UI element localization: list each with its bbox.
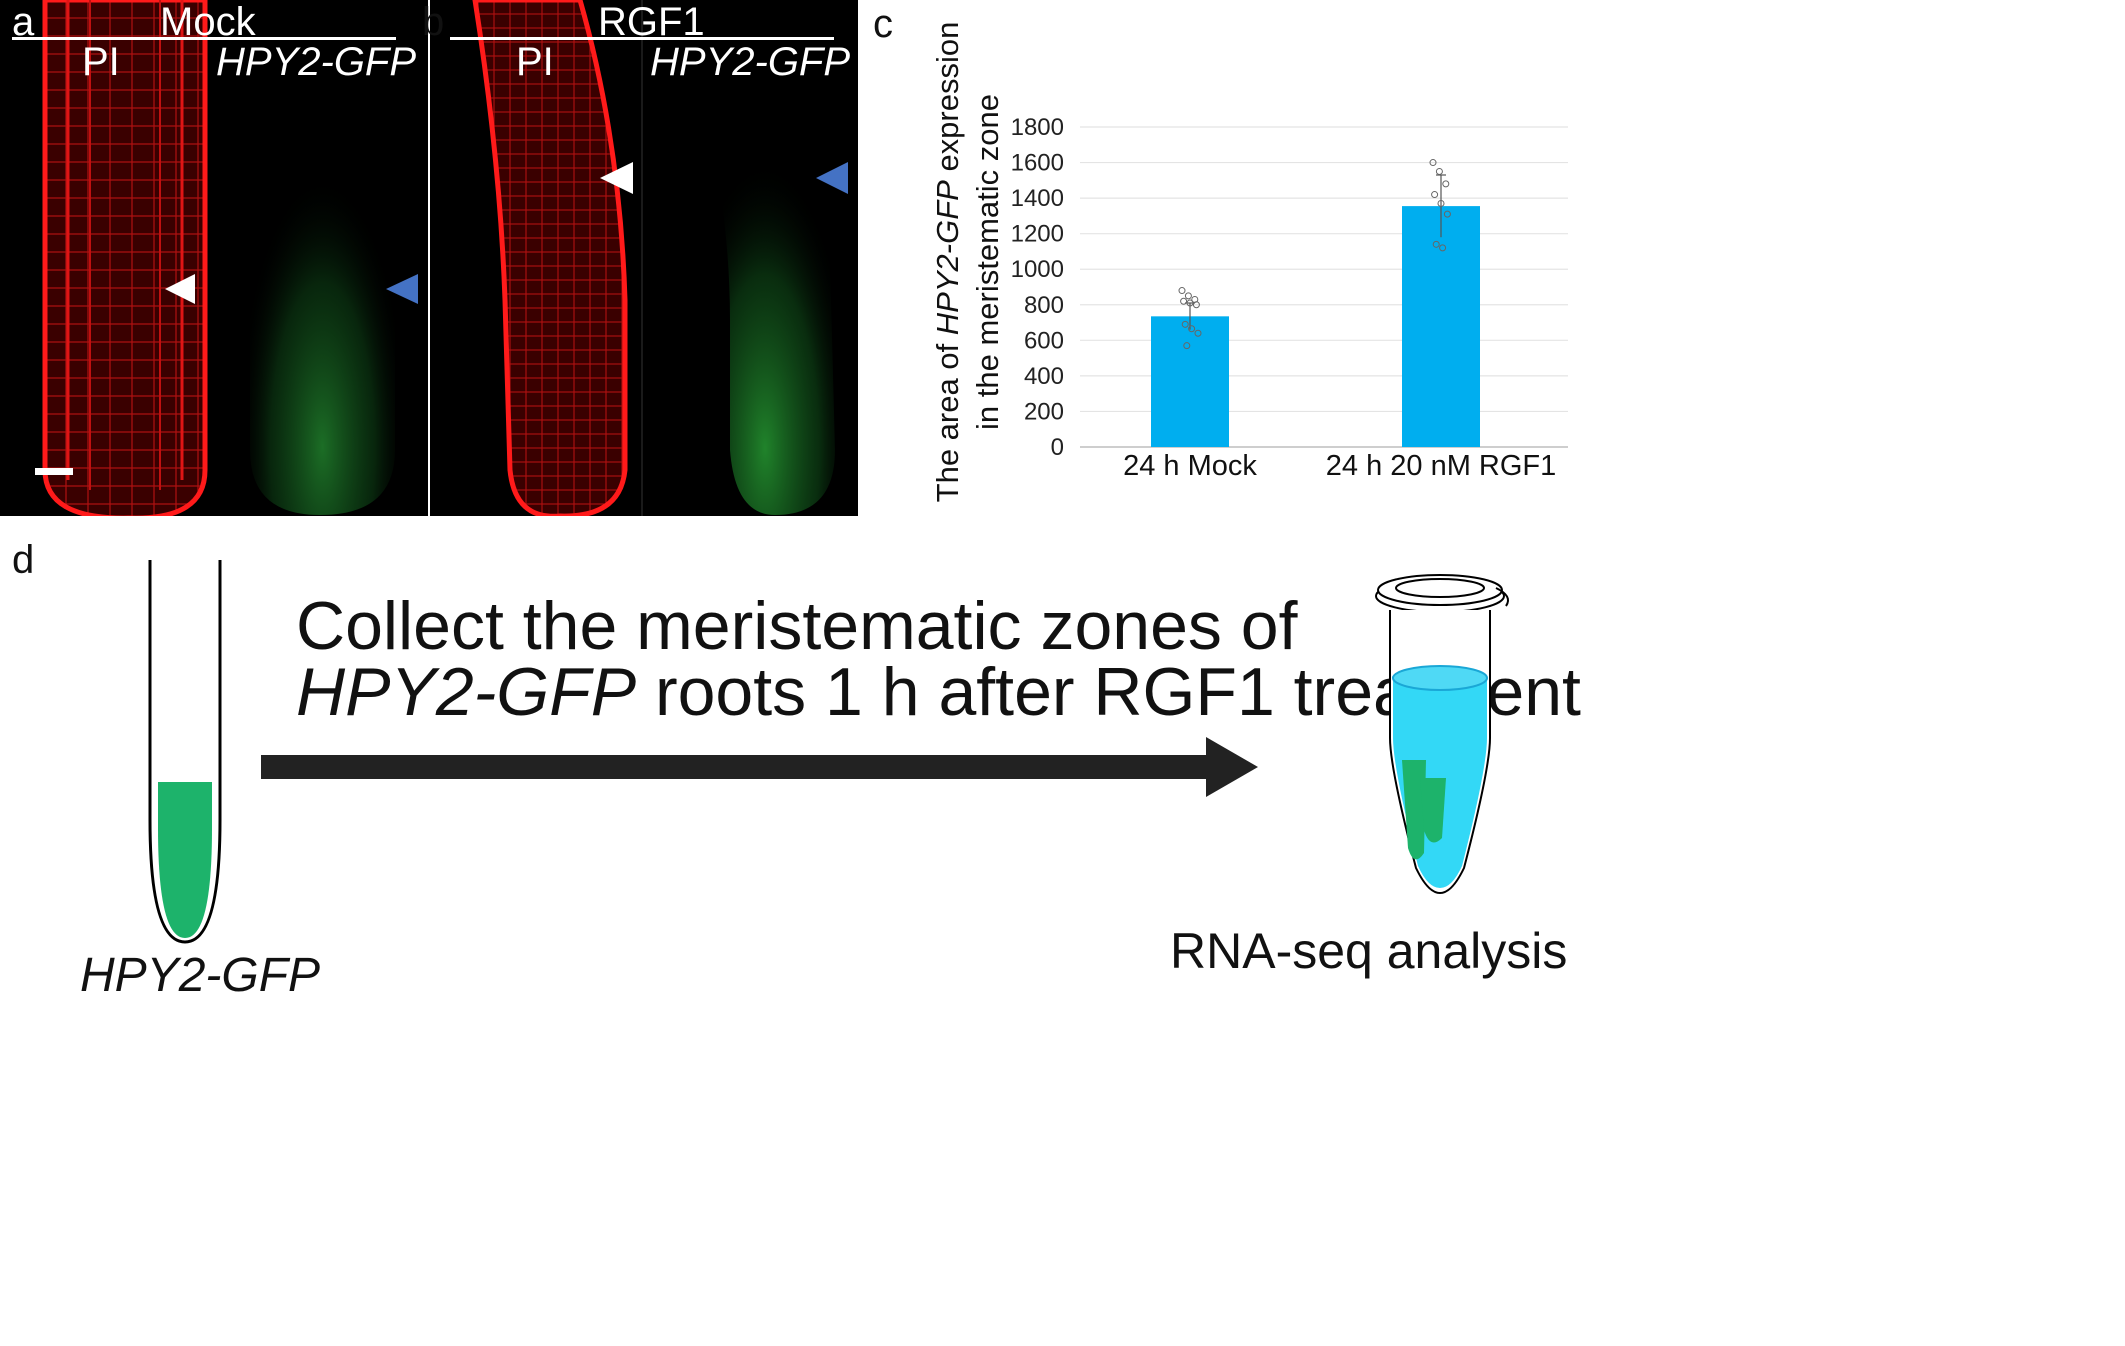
data-point [1180, 297, 1188, 305]
panel-d-letter: d [12, 538, 35, 582]
data-point [1186, 299, 1194, 307]
y-tick-label: 1000 [1011, 256, 1064, 283]
y-tick-label: 600 [1024, 327, 1064, 354]
data-point [1443, 210, 1451, 218]
data-point [1442, 180, 1450, 188]
data-point [1429, 159, 1437, 167]
y-axis-label: The area of HPY2-GFP expression in the me… [930, 22, 1005, 503]
y-tick-label: 0 [1051, 434, 1064, 461]
y-tick-label: 1400 [1011, 185, 1064, 212]
data-point [1435, 167, 1443, 175]
diagram-line-2-gene: HPY2-GFP [296, 654, 637, 730]
panel-b-gfp-label: HPY2-GFP [650, 40, 851, 84]
data-point [1194, 329, 1202, 337]
panel-b-pi-label: PI [516, 40, 554, 84]
pi-gfp-root-image-mock [35, 0, 418, 516]
data-point [1439, 244, 1447, 252]
micrograph-panel-b [430, 0, 858, 516]
bar-chart: 0 200 400 600 800 1000 1200 1400 1600 1800 24 h Mo… [930, 22, 1568, 503]
panel-a-gfp-label: HPY2-GFP [216, 40, 417, 84]
process-arrow [261, 737, 1258, 797]
root-label: HPY2-GFP [80, 949, 321, 1002]
data-point [1432, 240, 1440, 248]
x-tick-label: 24 h 20 nM RGF1 [1326, 450, 1557, 482]
data-point [1184, 292, 1192, 300]
tube-icon [1375, 574, 1509, 895]
data-point [1437, 199, 1445, 207]
data-point [1188, 325, 1196, 333]
tube-label: RNA-seq analysis [1170, 923, 1568, 979]
diagram-line-1: Collect the meristematic zones of [296, 588, 1298, 664]
data-point [1178, 287, 1186, 295]
panel-a-pi-label: PI [82, 40, 120, 84]
data-point [1181, 320, 1189, 328]
panel-a-letter: a [12, 0, 35, 44]
panel-a-condition: Mock [160, 0, 256, 44]
micrograph-panel-a [0, 0, 428, 516]
pi-gfp-root-image-rgf1 [472, 0, 848, 516]
root-schematic [148, 560, 222, 944]
y-axis-label-line-1: The area of HPY2-GFP expression [930, 22, 965, 503]
bar [1402, 206, 1480, 447]
data-point [1431, 191, 1439, 199]
panel-b-header-line [450, 37, 834, 40]
y-axis-label-line-2: in the meristematic zone [970, 94, 1005, 430]
data-point [1192, 301, 1200, 309]
y-tick-label: 200 [1024, 398, 1064, 425]
x-tick-label: 24 h Mock [1123, 450, 1257, 482]
y-tick-label: 1200 [1011, 221, 1064, 248]
panel-b-letter: b [422, 0, 445, 44]
data-point [1183, 342, 1191, 350]
y-tick-label: 800 [1024, 292, 1064, 319]
y-tick-label: 400 [1024, 363, 1064, 390]
panel-b-condition: RGF1 [598, 0, 705, 44]
panel-a-header-line [12, 37, 396, 40]
y-tick-label: 1800 [1011, 114, 1064, 141]
bar [1151, 316, 1229, 447]
panel-c-letter: c [873, 2, 893, 46]
y-tick-label: 1600 [1011, 150, 1064, 177]
